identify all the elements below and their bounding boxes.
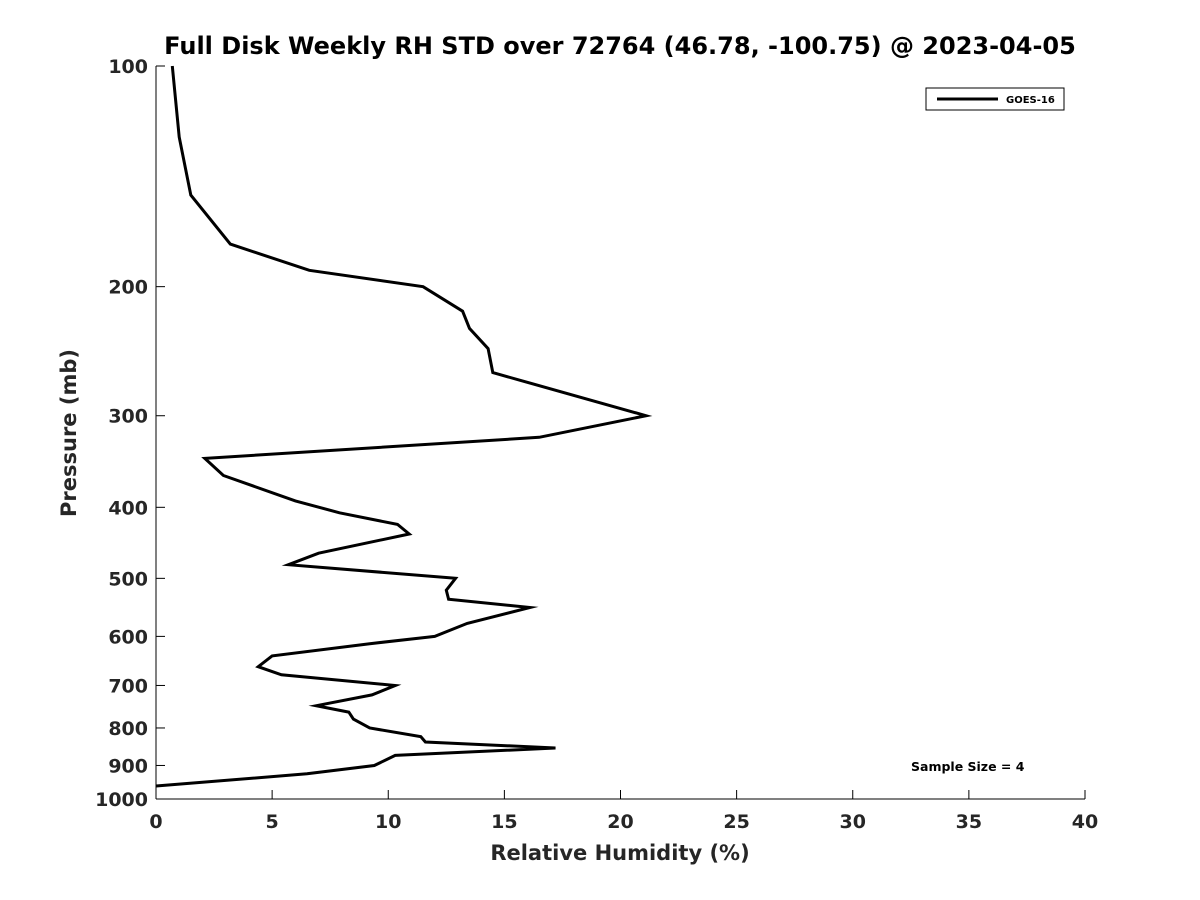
x-tick-label-40: 40 bbox=[1072, 811, 1098, 833]
x-tick-label-5: 5 bbox=[266, 811, 279, 833]
x-tick-label-35: 35 bbox=[956, 811, 982, 833]
x-tick-label-15: 15 bbox=[491, 811, 517, 833]
y-tick-label-1000: 1000 bbox=[95, 789, 148, 811]
plot-area: 0 5 10 15 20 25 30 35 40 100 200 300 400 500 600 700 80… bbox=[95, 56, 1098, 833]
legend: GOES-16 bbox=[925, 87, 1065, 111]
y-axis-label: Pressure (mb) bbox=[57, 349, 81, 517]
chart-title: Full Disk Weekly RH STD over 72764 (46.7… bbox=[164, 32, 1076, 60]
series-line-goes16 bbox=[155, 65, 653, 788]
x-ticks: 0 5 10 15 20 25 30 35 40 bbox=[149, 790, 1098, 833]
y-tick-label-400: 400 bbox=[108, 497, 148, 519]
x-tick-label-10: 10 bbox=[375, 811, 401, 833]
y-tick-label-900: 900 bbox=[108, 755, 148, 777]
y-tick-label-500: 500 bbox=[108, 568, 148, 590]
y-tick-label-200: 200 bbox=[108, 277, 148, 299]
y-tick-label-300: 300 bbox=[108, 406, 148, 428]
sample-size-annotation: Sample Size = 4 bbox=[911, 759, 1025, 774]
y-tick-label-800: 800 bbox=[108, 718, 148, 740]
x-tick-label-20: 20 bbox=[607, 811, 633, 833]
x-tick-label-0: 0 bbox=[149, 811, 162, 833]
x-tick-label-30: 30 bbox=[840, 811, 866, 833]
y-tick-label-600: 600 bbox=[108, 626, 148, 648]
legend-label-goes16: GOES-16 bbox=[1006, 95, 1055, 106]
series-layer bbox=[155, 65, 653, 788]
y-tick-label-100: 100 bbox=[108, 56, 148, 78]
y-tick-label-700: 700 bbox=[108, 675, 148, 697]
y-ticks: 100 200 300 400 500 600 700 800 900 1000 bbox=[95, 56, 165, 811]
x-tick-label-25: 25 bbox=[723, 811, 749, 833]
x-axis-label: Relative Humidity (%) bbox=[490, 841, 749, 865]
